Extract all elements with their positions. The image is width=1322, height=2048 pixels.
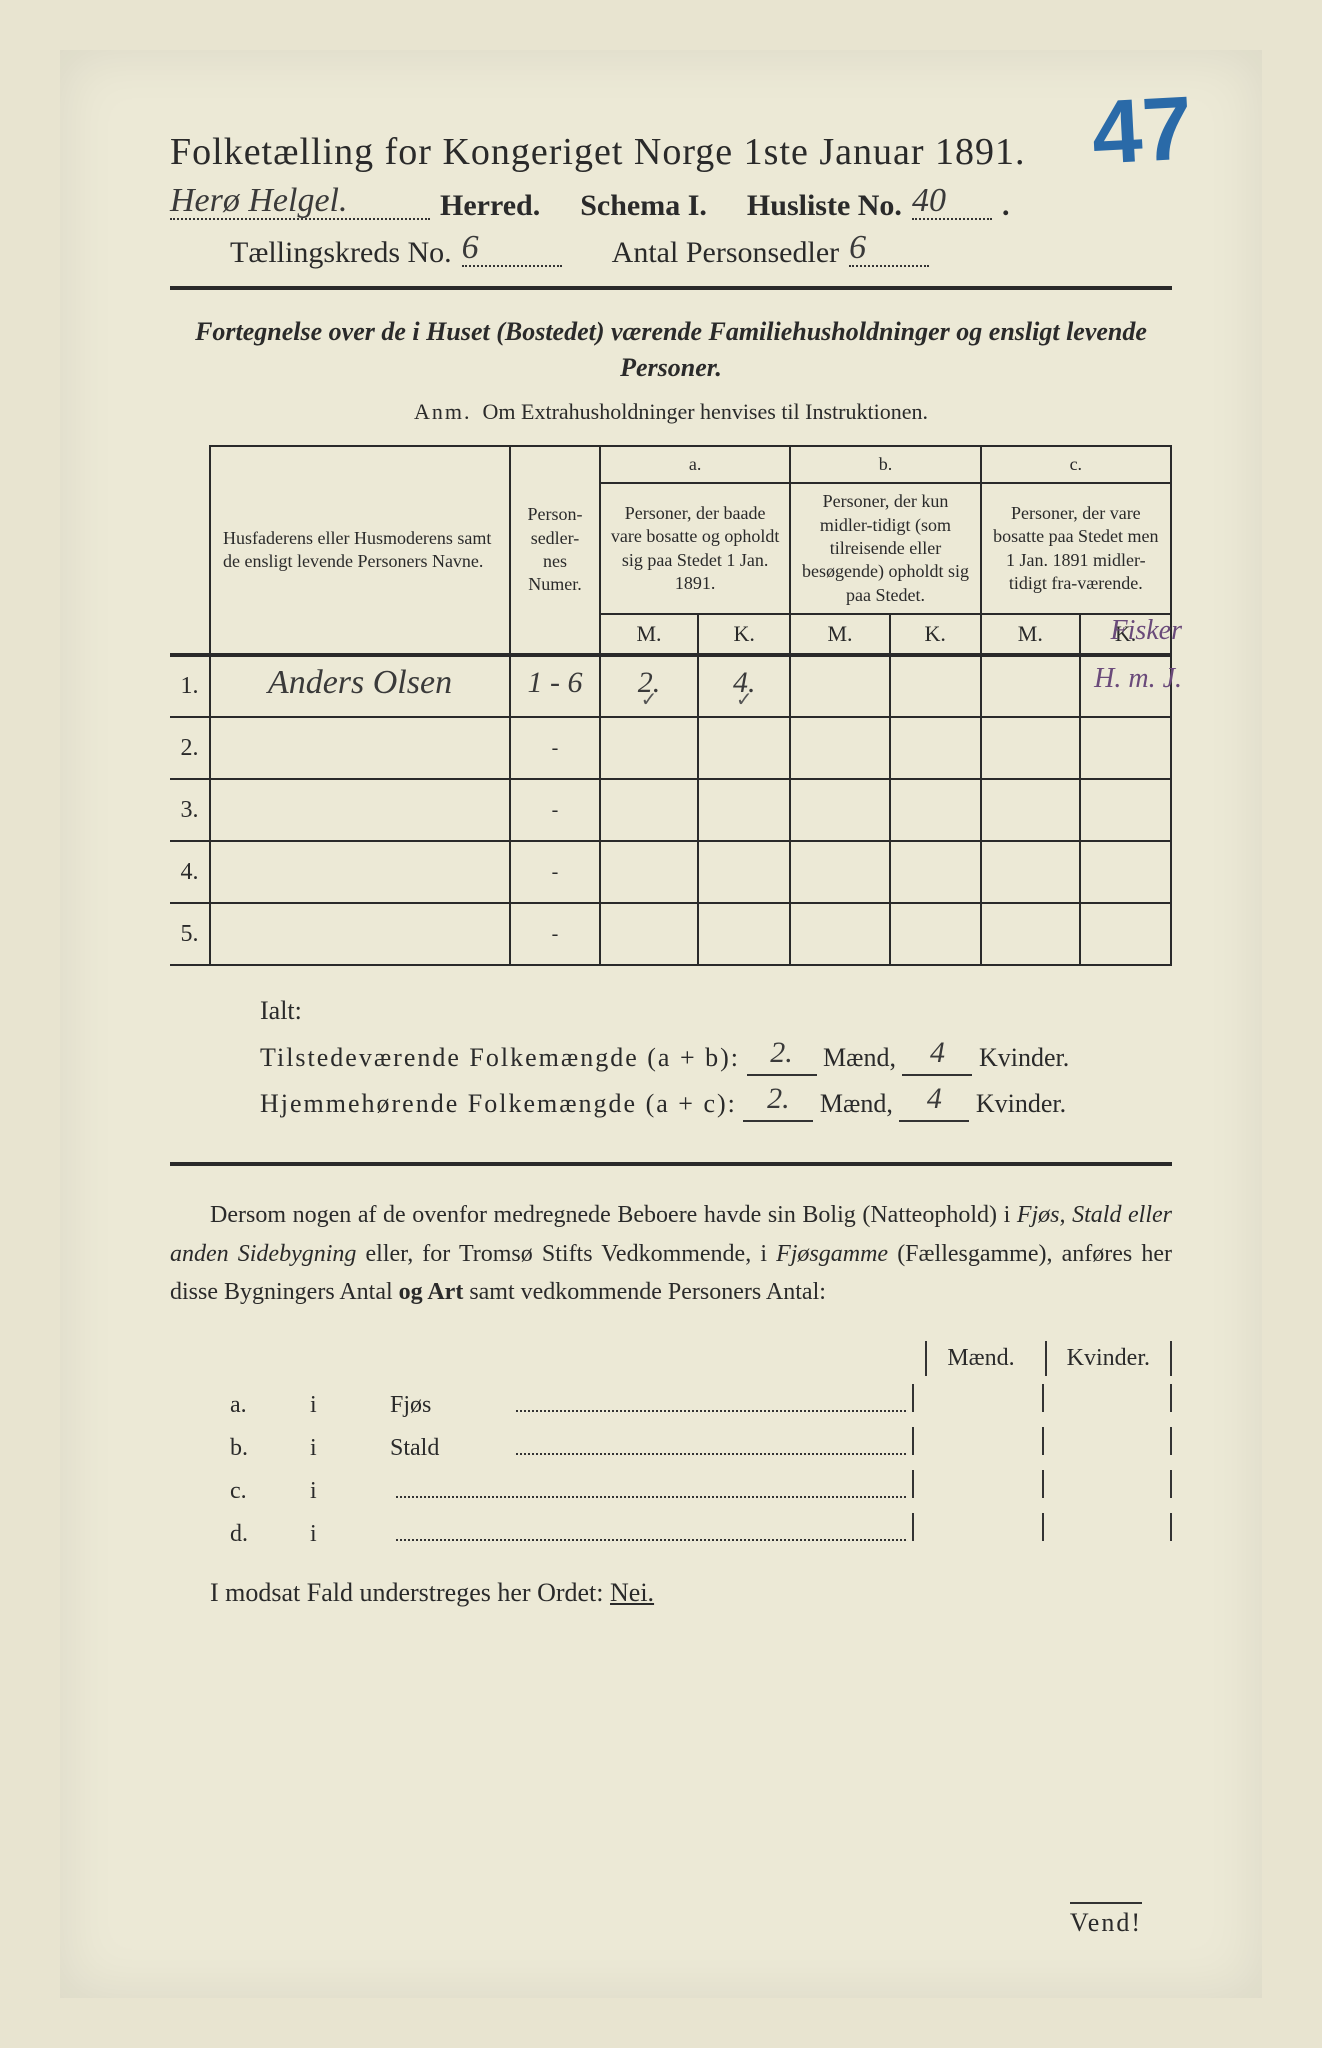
kreds-field: 6 [462, 233, 562, 267]
total-ac-m: 2. [767, 1082, 790, 1115]
row-pnum: - [510, 903, 600, 965]
col-a-m: M. [600, 614, 698, 655]
row-num: 2. [170, 717, 210, 779]
row-num: 5. [170, 903, 210, 965]
total-ac-k: 4 [927, 1082, 942, 1115]
row-name [210, 779, 510, 841]
cell-b-m [790, 655, 889, 717]
husliste-field: 40 [912, 186, 992, 220]
col-b-label: b. [790, 446, 980, 483]
row-name [210, 841, 510, 903]
nei-word: Nei. [610, 1578, 654, 1607]
building-row: d. i [230, 1513, 1172, 1548]
kreds-label: Tællingskreds No. [230, 236, 452, 270]
checkmark-icon: ✓ [641, 687, 658, 712]
total-ab-k: 4 [930, 1036, 945, 1069]
row-pnum: - [510, 779, 600, 841]
kreds-value: 6 [462, 229, 479, 266]
totals-row-ac: Hjemmehørende Folkemængde (a + c): 2. Mæ… [260, 1086, 1172, 1122]
header-line-2: Herø Helgel. Herred. Schema I. Husliste … [170, 186, 1172, 223]
cell-c-m [981, 655, 1080, 717]
col-c-label: c. [981, 446, 1171, 483]
col-b-text: Personer, der kun midler-tidigt (som til… [790, 483, 980, 614]
row-pnum: 1 - 6 [510, 655, 600, 717]
census-form-page: 47 Folketælling for Kongeriget Norge 1st… [60, 50, 1262, 1998]
mk-header: Mænd. Kvinder. [230, 1341, 1172, 1376]
col-c-m: M. [981, 614, 1080, 655]
col-c-text: Personer, der vare bosatte paa Stedet me… [981, 483, 1171, 614]
kvinder-label: Kvinder. [1045, 1341, 1172, 1376]
household-table: Husfaderens eller Husmoderens samt de en… [170, 445, 1172, 966]
total-ab-m: 2. [770, 1036, 793, 1069]
header-line-3: Tællingskreds No. 6 Antal Personsedler 6 [170, 233, 1172, 270]
checkmark-icon: ✓ [736, 687, 753, 712]
herred-field: Herø Helgel. [170, 186, 430, 220]
margin-note-occupation: Fisker [1110, 615, 1182, 647]
totals-row-ab: Tilstedeværende Folkemængde (a + b): 2. … [260, 1040, 1172, 1076]
antal-label: Antal Personsedler [612, 236, 839, 270]
antal-field: 6 [849, 233, 929, 267]
ialt-label: Ialt: [260, 996, 1172, 1026]
husliste-label: Husliste No. [747, 189, 902, 223]
building-list: Mænd. Kvinder. a. i Fjøs b. i Stald c. i… [230, 1341, 1172, 1548]
building-row: c. i [230, 1470, 1172, 1505]
row-name: Anders Olsen [210, 655, 510, 717]
col-a-label: a. [600, 446, 790, 483]
cell-a-m: 2.✓ [600, 655, 698, 717]
schema-label: Schema I. [580, 189, 707, 223]
divider [170, 286, 1172, 290]
totals-section: Ialt: Tilstedeværende Folkemængde (a + b… [170, 996, 1172, 1122]
col-a-text: Personer, der baade vare bosatte og opho… [600, 483, 790, 614]
maend-label: Mænd. [925, 1341, 1034, 1376]
divider [170, 1162, 1172, 1166]
form-title: Folketælling for Kongeriget Norge 1ste J… [170, 130, 1172, 174]
row-name [210, 903, 510, 965]
col-personnum: Person-sedler-nes Numer. [510, 446, 600, 655]
col-names: Husfaderens eller Husmoderens samt de en… [210, 446, 510, 655]
row-num: 4. [170, 841, 210, 903]
row-pnum: - [510, 717, 600, 779]
row-num: 3. [170, 779, 210, 841]
nei-line: I modsat Fald understreges her Ordet: Ne… [170, 1578, 1172, 1608]
building-row: a. i Fjøs [230, 1384, 1172, 1419]
row-pnum: - [510, 841, 600, 903]
vend-label: Vend! [1070, 1902, 1142, 1938]
herred-label: Herred. [440, 189, 540, 223]
col-b-m: M. [790, 614, 889, 655]
col-a-k: K. [698, 614, 790, 655]
col-b-k: K. [890, 614, 981, 655]
margin-note-row1: H. m. J. [1094, 663, 1182, 695]
husliste-value: 40 [912, 182, 946, 219]
row-name [210, 717, 510, 779]
building-row: b. i Stald [230, 1427, 1172, 1462]
cell-a-k: 4.✓ [698, 655, 790, 717]
row-num: 1. [170, 655, 210, 717]
building-paragraph: Dersom nogen af de ovenfor medregnede Be… [170, 1196, 1172, 1311]
herred-value: Herø Helgel. [170, 182, 348, 219]
page-number-annotation: 47 [1089, 77, 1194, 185]
antal-value: 6 [849, 229, 866, 266]
instruction-text: Fortegnelse over de i Huset (Bostedet) v… [170, 314, 1172, 387]
anm-text: Anm. Anm. Om Extrahusholdninger henvises… [170, 399, 1172, 425]
cell-b-k [890, 655, 981, 717]
